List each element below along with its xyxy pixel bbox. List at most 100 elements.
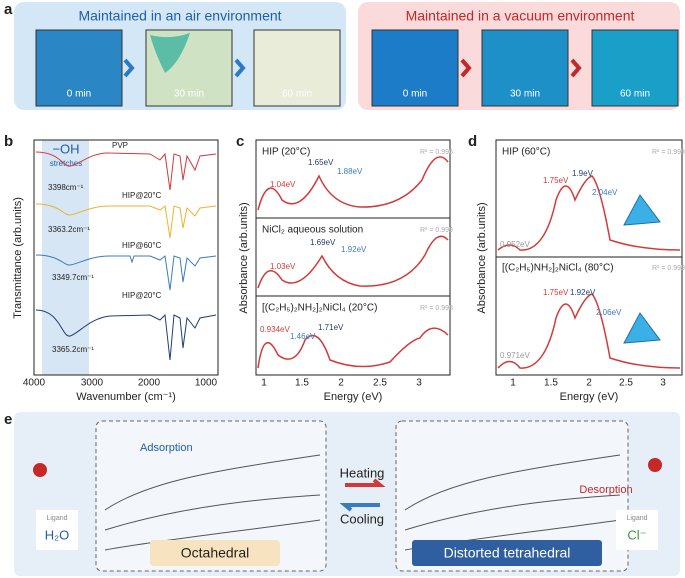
peak-label: 3349.7cm⁻¹ bbox=[52, 273, 94, 282]
x-tick-label: 4000 bbox=[23, 378, 46, 389]
cooling: Cooling bbox=[340, 511, 384, 526]
axes bbox=[255, 139, 451, 376]
axes bbox=[33, 139, 219, 376]
peak-label: 1.88eV bbox=[337, 167, 363, 176]
band-label: −OH bbox=[52, 141, 79, 156]
curve-name: HIP@20°C bbox=[122, 291, 162, 300]
water-molecule bbox=[648, 458, 662, 472]
peak-label: 3398cm⁻¹ bbox=[48, 183, 84, 192]
sub-title: HIP (20°C) bbox=[262, 147, 310, 158]
peak-label: 0.952eV bbox=[500, 240, 530, 249]
peak-label: 0.934eV bbox=[260, 325, 290, 334]
x-tick-label: 1 bbox=[510, 378, 516, 389]
peak-label: 1.75eV bbox=[543, 176, 569, 185]
arrow bbox=[123, 58, 135, 78]
state-box bbox=[95, 420, 327, 572]
vacuum-title: Maintained in a vacuum environment bbox=[406, 8, 635, 24]
x-label: Energy (eV) bbox=[324, 391, 383, 403]
label-box bbox=[412, 540, 602, 566]
r-squared: R² = 0.999 bbox=[652, 149, 685, 156]
ftir-curve bbox=[35, 254, 217, 291]
peak-label: 2.04eV bbox=[592, 188, 618, 197]
heating: Heating bbox=[340, 465, 385, 480]
ligand-box bbox=[36, 510, 78, 550]
state-box bbox=[395, 420, 629, 572]
film bbox=[35, 29, 123, 107]
sub-title: [(C₂H₅)NH₂]₂NiCl₄ (80°C) bbox=[502, 263, 614, 274]
r-squared: R² = 0.996 bbox=[420, 149, 453, 156]
y-label: Transmittance (arb.units) bbox=[12, 197, 24, 319]
x-tick-label: 2.5 bbox=[619, 378, 633, 389]
peak-label: 1.71eV bbox=[318, 323, 344, 332]
arrow bbox=[460, 58, 472, 78]
oh-band bbox=[42, 140, 89, 375]
peak-label: 2.06eV bbox=[596, 308, 622, 317]
peak-label: 1.46eV bbox=[290, 332, 316, 341]
x-tick-label: 2 bbox=[586, 378, 592, 389]
peak-label: 3365.2cm⁻¹ bbox=[52, 345, 94, 354]
x-tick-label: 1.5 bbox=[544, 378, 558, 389]
film bbox=[253, 29, 341, 107]
tetrahedral: Distorted tetrahedral bbox=[444, 545, 571, 561]
r-squared: R² = 0.998 bbox=[420, 305, 453, 312]
x-label: Energy (eV) bbox=[560, 391, 619, 403]
time: 0 min bbox=[67, 89, 91, 100]
air-title: Maintained in an air environment bbox=[78, 8, 281, 24]
sub-title: HIP (60°C) bbox=[502, 147, 550, 158]
arrow bbox=[234, 58, 246, 78]
panel-label: d bbox=[468, 133, 477, 150]
film bbox=[481, 29, 569, 107]
panel-label: e bbox=[4, 411, 12, 428]
time: 30 min bbox=[510, 89, 540, 100]
time: 0 min bbox=[403, 89, 427, 100]
peak-label: 1.75eV bbox=[543, 288, 569, 297]
peak-label: 1.65eV bbox=[308, 158, 334, 167]
ftir-curve bbox=[35, 151, 217, 191]
time: 60 min bbox=[620, 89, 650, 100]
ftir-curve bbox=[35, 309, 217, 361]
band-sublabel: stretches bbox=[50, 159, 82, 168]
adsorption: Adsorption bbox=[140, 442, 193, 454]
time: 30 min bbox=[174, 89, 204, 100]
r-squared: R² = 0.999 bbox=[652, 265, 685, 272]
r-squared: R² = 0.999 bbox=[420, 227, 453, 234]
curve-name: HIP@60°C bbox=[122, 241, 162, 250]
x-label: Wavenumber (cm⁻¹) bbox=[76, 391, 176, 403]
fit-curve bbox=[497, 175, 681, 251]
y-label: Absorbance (arb.units) bbox=[238, 202, 250, 313]
fit-curve bbox=[257, 156, 449, 211]
tetrahedron bbox=[623, 194, 661, 226]
water-molecule bbox=[33, 463, 47, 477]
ligand: Cl⁻ bbox=[627, 527, 646, 542]
panel-label: c bbox=[236, 133, 244, 150]
peak-label: 3363.2cm⁻¹ bbox=[48, 225, 90, 234]
time: 60 min bbox=[282, 89, 312, 100]
tetrahedron bbox=[623, 312, 661, 344]
peak-label: 1.69eV bbox=[310, 238, 336, 247]
peak-label: 1.04eV bbox=[270, 180, 296, 189]
ligand-box bbox=[616, 510, 658, 550]
curve-name: HIP@20°C bbox=[122, 191, 162, 200]
peak-label: 1.92eV bbox=[341, 245, 367, 254]
fit-curve bbox=[497, 293, 681, 369]
ligand-caption: Ligand bbox=[46, 515, 67, 522]
ftir-curve bbox=[35, 203, 217, 239]
x-tick-label: 3 bbox=[416, 378, 422, 389]
spectra bbox=[257, 156, 449, 369]
x-tick-label: 1000 bbox=[195, 378, 218, 389]
octahedral: Octahedral bbox=[181, 545, 249, 561]
x-tick-label: 3 bbox=[660, 378, 666, 389]
x-tick-label: 1 bbox=[261, 378, 267, 389]
x-tick-label: 1.5 bbox=[295, 378, 309, 389]
peak-label: 1.9eV bbox=[572, 169, 594, 178]
fit-curve bbox=[257, 327, 449, 369]
sub-title: NiCl₂ aqueous solution bbox=[262, 225, 363, 236]
x-tick-label: 3000 bbox=[81, 378, 104, 389]
panel-label: b bbox=[4, 133, 13, 150]
desorption: Desorption bbox=[579, 484, 632, 496]
x-tick-label: 2000 bbox=[138, 378, 161, 389]
ligand-caption: Ligand bbox=[626, 515, 647, 522]
panel-label: a bbox=[4, 1, 13, 18]
arrow bbox=[570, 58, 582, 78]
cooling-arrow bbox=[339, 503, 380, 512]
